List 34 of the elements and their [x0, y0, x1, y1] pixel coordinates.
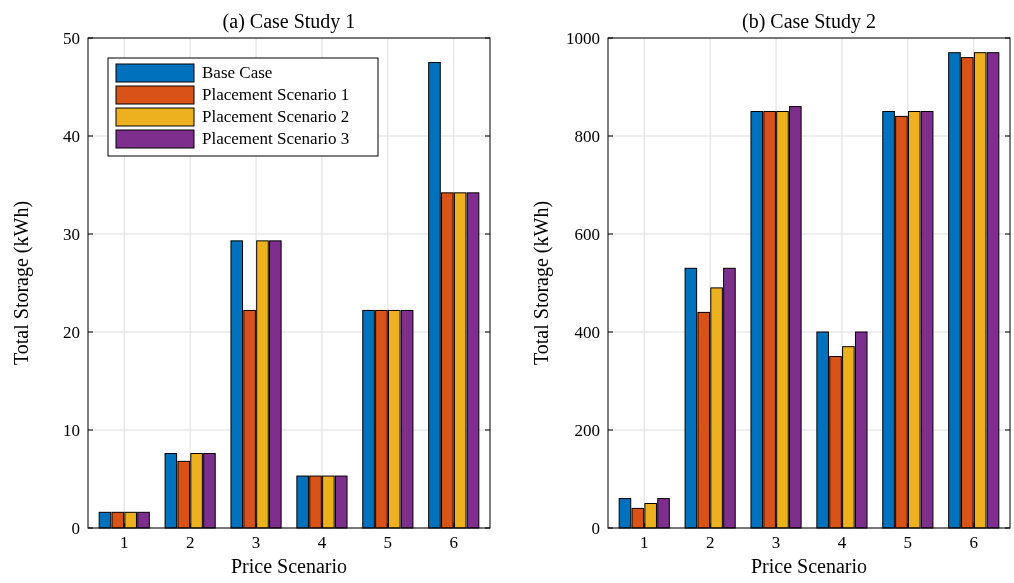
y-axis-title: Total Storage (kWh): [10, 200, 33, 366]
x-axis-title: Price Scenario: [230, 555, 348, 577]
chart-title: (b) Case Study 2: [742, 10, 876, 33]
y-tick-label: 200: [574, 420, 600, 440]
x-tick-label: 5: [903, 533, 913, 552]
y-tick-label: 0: [71, 518, 80, 538]
y-tick-label: 40: [63, 126, 80, 146]
y-tick-label: 600: [574, 224, 600, 244]
y-tick-label: 30: [63, 224, 80, 244]
x-axis-title: Price Scenario: [750, 555, 868, 577]
x-tick-label: 3: [251, 533, 261, 552]
x-tick-label: 2: [705, 533, 715, 552]
y-tick-label: 50: [63, 28, 80, 48]
x-tick-label: 3: [771, 533, 781, 552]
y-tick-label: 400: [574, 322, 600, 342]
legend-label: Placement Scenario 1: [202, 85, 350, 104]
x-tick-label: 6: [449, 533, 458, 552]
x-tick-label: 4: [317, 533, 327, 552]
legend-label: Base Case: [202, 63, 273, 82]
x-tick-label: 2: [185, 533, 195, 552]
y-tick-label: 0: [591, 518, 600, 538]
legend-label: Placement Scenario 3: [202, 129, 350, 148]
legend-label: Placement Scenario 2: [202, 107, 350, 126]
chart-title: (a) Case Study 1: [222, 10, 356, 33]
y-tick-label: 1000: [566, 28, 600, 48]
x-tick-label: 1: [640, 533, 649, 552]
x-tick-label: 4: [837, 533, 847, 552]
y-tick-label: 20: [63, 322, 80, 342]
y-tick-label: 800: [574, 126, 600, 146]
y-tick-label: 10: [63, 420, 80, 440]
x-tick-label: 1: [120, 533, 129, 552]
y-axis-title: Total Storage (kWh): [530, 200, 553, 366]
x-tick-label: 6: [969, 533, 978, 552]
x-tick-label: 5: [383, 533, 393, 552]
